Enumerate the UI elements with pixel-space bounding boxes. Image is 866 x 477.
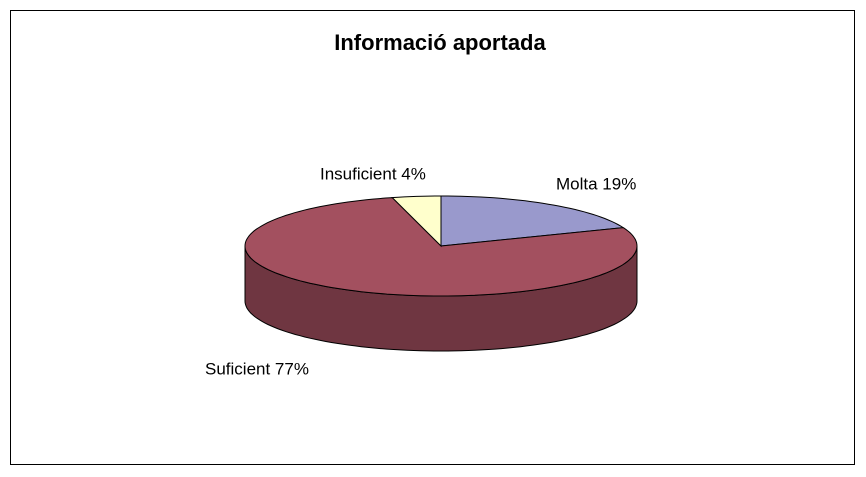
- data-label: Insuficient 4%: [320, 164, 426, 183]
- data-label: Suficient 77%: [205, 359, 309, 378]
- pie-slice: [244, 197, 638, 297]
- data-label: Molta 19%: [556, 174, 636, 193]
- chart-title: Informació aportada: [334, 30, 546, 55]
- pie-slice: [440, 195, 625, 247]
- pie-slice: [391, 195, 442, 248]
